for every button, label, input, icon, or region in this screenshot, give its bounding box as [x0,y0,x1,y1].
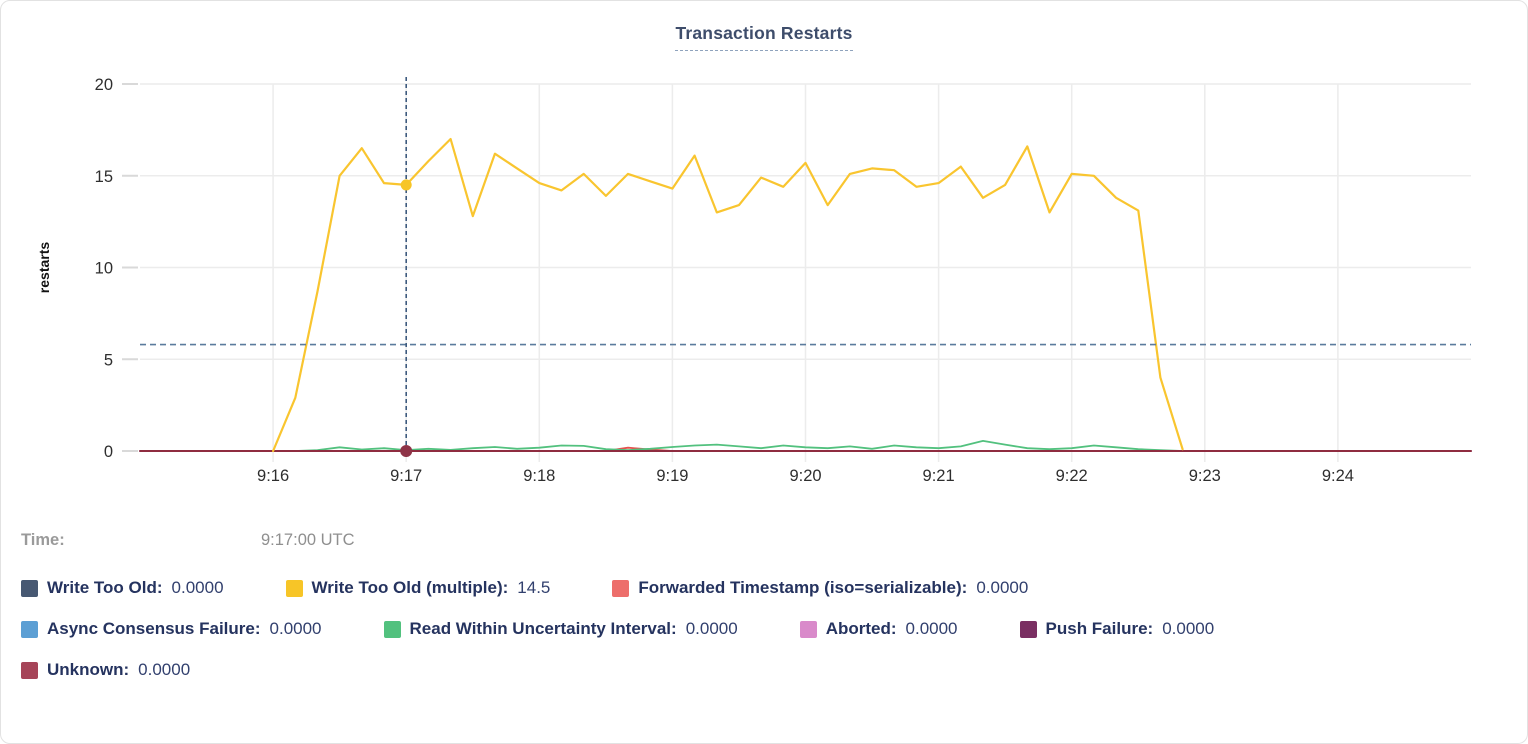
legend-row: Write Too Old: 0.0000 Write Too Old (multi… [21,578,1527,598]
x-tick-label: 9:18 [523,467,555,485]
legend-swatch [21,661,38,679]
legend-swatch [799,620,817,638]
legend-swatch [21,620,38,638]
legend-label: Unknown: [47,660,130,679]
crosshair-marker-write-too-old-multiple [400,179,412,191]
legend-item-read-within-uncertainty-interval: Read Within Uncertainty Interval: 0.0000 [383,619,738,639]
x-tick-label: 9:22 [1056,467,1088,485]
x-tick-label: 9:24 [1322,467,1354,485]
legend-label: Push Failure: [1045,619,1154,638]
legend-swatch [612,579,630,597]
chart-title-wrap: Transaction Restarts [1,23,1527,53]
y-tick-label: 5 [104,351,113,369]
x-tick-label: 9:23 [1189,467,1221,485]
x-tick-label: 9:19 [656,467,688,485]
y-axis: 0 5 10 15 20 restarts [36,76,138,461]
legend-value: 0.0000 [685,619,738,638]
legend-label: Read Within Uncertainty Interval: [409,619,677,638]
crosshair [140,77,1471,457]
chart-title[interactable]: Transaction Restarts [675,23,853,51]
legend-value: 0.0000 [269,619,322,638]
legend-label: Write Too Old: [47,578,163,597]
series-line-write-too-old-multiple [272,137,1184,453]
x-tick-label: 9:21 [923,467,955,485]
legend-label: Async Consensus Failure: [47,619,261,638]
legend-value: 0.0000 [1162,619,1215,638]
legend-swatch [383,620,401,638]
legend-item-unknown: Unknown: 0.0000 [21,660,190,680]
legend-value: 0.0000 [905,619,958,638]
y-tick-label: 10 [95,260,113,278]
legend-row: Async Consensus Failure: 0.0000 Read Withi… [21,619,1527,639]
tooltip-time-row: Time: 9:17:00 UTC [1,531,1527,550]
time-label: Time: [21,531,65,549]
y-tick-label: 0 [104,443,113,461]
legend-row: Unknown: 0.0000 [21,660,1527,680]
legend-swatch [1019,620,1037,638]
legend-value: 0.0000 [138,660,191,679]
x-axis: 9:16 9:17 9:18 9:19 9:20 9:21 9:22 9:23 9:24 [257,467,1354,485]
legend-swatch [285,579,303,597]
crosshair-marker-unknown [400,445,413,457]
legend-label: Write Too Old (multiple): [311,578,509,597]
x-tick-label: 9:17 [390,467,422,485]
y-tick-label: 20 [95,76,113,94]
x-tick-label: 9:20 [789,467,821,485]
y-axis-title: restarts [36,242,52,294]
gridlines [140,83,1471,462]
chart-legend: Write Too Old: 0.0000 Write Too Old (multi… [1,578,1527,680]
legend-value: 0.0000 [171,578,224,597]
legend-item-async-consensus-failure: Async Consensus Failure: 0.0000 [21,619,322,639]
legend-value: 0.0000 [976,578,1029,597]
legend-swatch [21,579,38,597]
transaction-restarts-chart[interactable]: 0 5 10 15 20 restarts 9:16 9:17 9:18 9:19 9:20 9:21… [1,57,1528,497]
y-tick-label: 15 [95,168,113,186]
legend-item-write-too-old: Write Too Old: 0.0000 [21,578,224,598]
time-value: 9:17:00 UTC [261,531,355,549]
x-tick-label: 9:16 [257,467,289,485]
legend-label: Forwarded Timestamp (iso=serializable): [638,578,968,597]
legend-item-push-failure: Push Failure: 0.0000 [1019,619,1215,639]
legend-value: 14.5 [517,578,551,597]
series-line-read-within-uncertainty-interval [272,439,1184,452]
legend-item-forwarded-timestamp-iso-serializable: Forwarded Timestamp (iso=serializable): 0… [612,578,1028,598]
legend-label: Aborted: [825,619,897,638]
legend-item-aborted: Aborted: 0.0000 [799,619,958,639]
legend-item-write-too-old-multiple: Write Too Old (multiple): 14.5 [285,578,551,598]
